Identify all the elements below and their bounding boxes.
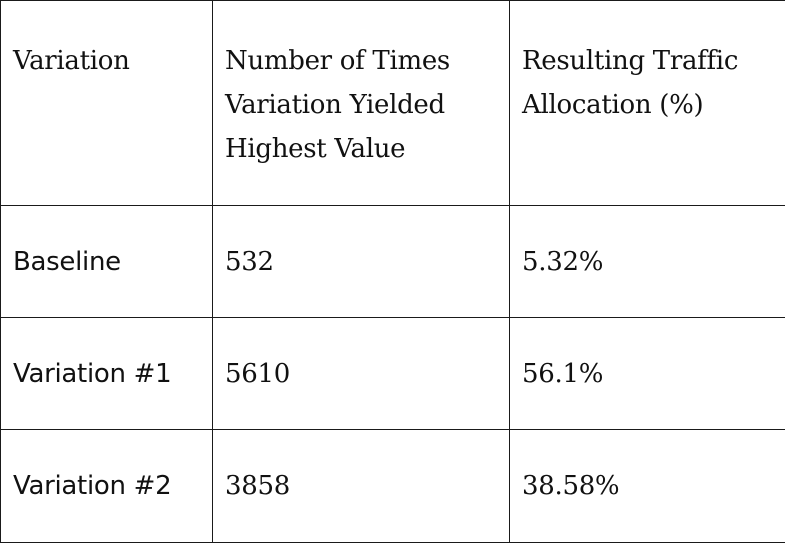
header-times-highest: Number of Times Variation Yielded Highes… (213, 1, 510, 206)
table-header-row: Variation Number of Times Variation Yiel… (1, 1, 785, 206)
cell-times-highest: 532 (213, 206, 510, 318)
table-row: Variation #1 5610 56.1% (1, 318, 785, 430)
header-traffic-allocation: Resulting Traffic Allocation (%) (510, 1, 785, 206)
header-variation: Variation (1, 1, 213, 206)
cell-times-highest: 3858 (213, 430, 510, 543)
cell-traffic-allocation: 5.32% (510, 206, 785, 318)
cell-variation: Baseline (1, 206, 213, 318)
cell-traffic-allocation: 56.1% (510, 318, 785, 430)
table-row: Variation #2 3858 38.58% (1, 430, 785, 543)
cell-variation: Variation #2 (1, 430, 213, 543)
cell-traffic-allocation: 38.58% (510, 430, 785, 543)
cell-times-highest: 5610 (213, 318, 510, 430)
cell-variation: Variation #1 (1, 318, 213, 430)
table-row: Baseline 532 5.32% (1, 206, 785, 318)
